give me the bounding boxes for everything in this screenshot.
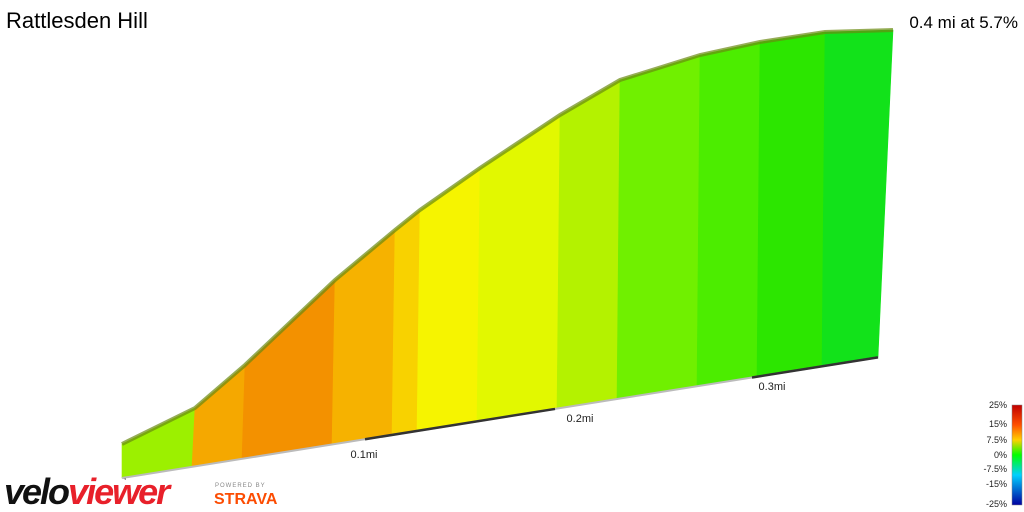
logo-viewer: viewer [68, 471, 172, 512]
logo-velo: velo [4, 471, 69, 512]
legend-tick: -15% [986, 479, 1007, 489]
gradient-segment [756, 31, 826, 378]
legend-tick: -25% [986, 499, 1007, 509]
legend-tick: 15% [989, 419, 1007, 429]
gradient-segment [696, 41, 761, 387]
gradient-segment [391, 209, 421, 436]
distance-label: 0.3mi [759, 381, 786, 393]
gradient-segment [616, 54, 701, 400]
gradient-segment [191, 364, 246, 468]
legend-tick: 0% [994, 450, 1007, 460]
strava-logo: STRAVA [214, 491, 278, 508]
powered-by: POWERED BY [215, 483, 266, 489]
gradient-segment [241, 279, 336, 460]
gradient-segment [556, 79, 621, 409]
summary: 0.4 mi at 5.7% [909, 13, 1018, 32]
logo: veloviewer [4, 471, 172, 512]
distance-label: 0.1mi [351, 449, 378, 461]
base-line-dark [751, 356, 879, 379]
legend-bar [1011, 404, 1023, 506]
base-line-dark [364, 407, 556, 441]
legend-tick: -7.5% [983, 464, 1007, 474]
distance-label: 0.2mi [567, 413, 594, 425]
profile-segments [121, 28, 894, 480]
legend-tick: 7.5% [986, 435, 1007, 445]
legend-tick: 25% [989, 400, 1007, 410]
gradient-segment [821, 29, 894, 367]
gradient-segment [331, 229, 396, 445]
ribbon-top-edge [121, 28, 894, 446]
title: Rattlesden Hill [6, 8, 148, 33]
